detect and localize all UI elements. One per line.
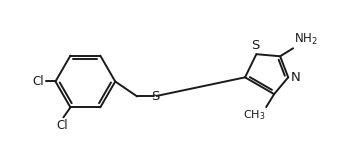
Text: Cl: Cl [57,119,68,132]
Text: S: S [151,90,159,103]
Text: CH$_3$: CH$_3$ [243,108,266,122]
Text: NH$_2$: NH$_2$ [294,32,317,47]
Text: S: S [251,39,260,52]
Text: N: N [291,71,300,84]
Text: Cl: Cl [33,75,44,88]
